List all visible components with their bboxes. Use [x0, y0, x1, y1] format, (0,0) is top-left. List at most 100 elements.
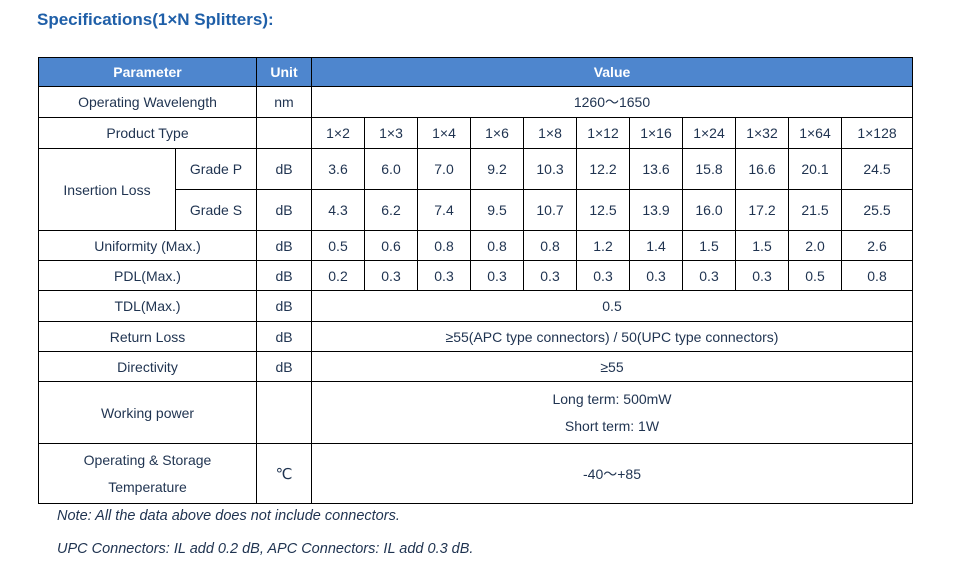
grade-s-cell: 4.3: [311, 189, 365, 231]
row-return-loss: Return Loss dB ≥55(APC type connectors) …: [38, 321, 913, 352]
product-type-cell: 1×64: [788, 117, 842, 149]
param-insertion-loss: Insertion Loss: [38, 148, 176, 231]
grade-p-cell: 3.6: [311, 148, 365, 190]
unit-tdl: dB: [256, 290, 312, 322]
pdl-cell: 0.3: [364, 260, 418, 291]
product-type-cell: 1×24: [682, 117, 736, 149]
product-type-cell: 1×128: [841, 117, 913, 149]
uniformity-cell: 1.4: [629, 230, 683, 261]
uniformity-cell: 0.8: [523, 230, 577, 261]
value-directivity: ≥55: [311, 351, 913, 382]
uniformity-cell: 1.5: [735, 230, 789, 261]
product-type-cell: 1×3: [364, 117, 418, 149]
grade-p-cell: 24.5: [841, 148, 913, 190]
param-directivity: Directivity: [38, 351, 257, 382]
value-temperature: -40～+85: [311, 443, 913, 504]
uniformity-cell: 1.5: [682, 230, 736, 261]
product-type-cell: 1×8: [523, 117, 577, 149]
pdl-cell: 0.3: [470, 260, 524, 291]
grade-p-cell: 6.0: [364, 148, 418, 190]
unit-grade-p: dB: [256, 148, 312, 190]
subparam-grade-s: Grade S: [175, 189, 257, 231]
grade-p-cell: 10.3: [523, 148, 577, 190]
row-tdl: TDL(Max.) dB 0.5: [38, 290, 913, 322]
grade-s-cell: 6.2: [364, 189, 418, 231]
row-operating-wavelength: Operating Wavelength nm 1260～1650: [38, 86, 913, 118]
param-uniformity: Uniformity (Max.): [38, 230, 257, 261]
grade-s-cell: 13.9: [629, 189, 683, 231]
uniformity-cell: 2.0: [788, 230, 842, 261]
row-product-type: Product Type 1×2 1×3 1×4 1×6 1×8 1×12 1×…: [38, 117, 913, 149]
product-type-cell: 1×6: [470, 117, 524, 149]
specifications-table: Parameter Unit Value Operating Wavelengt…: [38, 57, 913, 504]
temperature-label-line2: Temperature: [108, 478, 187, 495]
pdl-cell: 0.3: [417, 260, 471, 291]
grade-p-cell: 15.8: [682, 148, 736, 190]
product-type-cell: 1×4: [417, 117, 471, 149]
value-operating-wavelength: 1260～1650: [311, 86, 913, 118]
unit-directivity: dB: [256, 351, 312, 382]
grade-p-cell: 20.1: [788, 148, 842, 190]
grade-s-cell: 7.4: [417, 189, 471, 231]
value-tdl: 0.5: [311, 290, 913, 322]
temperature-label-line1: Operating & Storage: [83, 451, 212, 468]
param-operating-storage-temperature: Operating & Storage Temperature: [38, 443, 257, 504]
row-uniformity: Uniformity (Max.) dB 0.5 0.6 0.8 0.8 0.8…: [38, 230, 913, 261]
note-il-add: UPC Connectors: IL add 0.2 dB, APC Conne…: [57, 541, 474, 557]
pdl-cell: 0.3: [523, 260, 577, 291]
uniformity-cell: 1.2: [576, 230, 630, 261]
subparam-grade-p: Grade P: [175, 148, 257, 190]
grade-s-cell: 16.0: [682, 189, 736, 231]
unit-pdl: dB: [256, 260, 312, 291]
row-directivity: Directivity dB ≥55: [38, 351, 913, 382]
value-working-power: Long term: 500mW Short term: 1W: [311, 381, 913, 444]
row-operating-storage-temperature: Operating & Storage Temperature ℃ -40～+8…: [38, 443, 913, 504]
grade-p-cell: 7.0: [417, 148, 471, 190]
unit-operating-wavelength: nm: [256, 86, 312, 118]
param-tdl: TDL(Max.): [38, 290, 257, 322]
product-type-cell: 1×16: [629, 117, 683, 149]
row-insertion-loss-grade-p: Insertion Loss Grade P dB 3.6 6.0 7.0 9.…: [38, 148, 913, 231]
param-product-type: Product Type: [38, 117, 257, 149]
param-return-loss: Return Loss: [38, 321, 257, 352]
uniformity-cell: 0.5: [311, 230, 365, 261]
header-cell-unit: Unit: [256, 57, 312, 87]
pdl-cell: 0.3: [629, 260, 683, 291]
product-type-cell: 1×2: [311, 117, 365, 149]
uniformity-cell: 0.6: [364, 230, 418, 261]
pdl-cell: 0.3: [576, 260, 630, 291]
grade-p-cell: 9.2: [470, 148, 524, 190]
uniformity-cell: 2.6: [841, 230, 913, 261]
param-operating-wavelength: Operating Wavelength: [38, 86, 257, 118]
unit-temperature: ℃: [256, 443, 312, 504]
product-type-cell: 1×32: [735, 117, 789, 149]
pdl-cell: 0.3: [735, 260, 789, 291]
row-working-power: Working power Long term: 500mW Short ter…: [38, 381, 913, 444]
grade-p-cell: 12.2: [576, 148, 630, 190]
grade-s-cell: 9.5: [470, 189, 524, 231]
pdl-cell: 0.2: [311, 260, 365, 291]
grade-s-cell: 17.2: [735, 189, 789, 231]
unit-return-loss: dB: [256, 321, 312, 352]
row-pdl: PDL(Max.) dB 0.2 0.3 0.3 0.3 0.3 0.3 0.3…: [38, 260, 913, 291]
header-cell-value: Value: [311, 57, 913, 87]
working-power-long-term: Long term: 500mW: [552, 390, 672, 407]
param-working-power: Working power: [38, 381, 257, 444]
working-power-short-term: Short term: 1W: [564, 417, 660, 434]
pdl-cell: 0.3: [682, 260, 736, 291]
grade-s-cell: 10.7: [523, 189, 577, 231]
grade-p-cell: 16.6: [735, 148, 789, 190]
page-title: Specifications(1×N Splitters):: [37, 10, 274, 29]
pdl-cell: 0.5: [788, 260, 842, 291]
footnotes: Note: All the data above does not includ…: [57, 508, 473, 574]
pdl-cell: 0.8: [841, 260, 913, 291]
header-cell-parameter: Parameter: [38, 57, 257, 87]
unit-grade-s: dB: [256, 189, 312, 231]
note-connectors: Note: All the data above does not includ…: [57, 508, 400, 524]
row-insertion-loss-grade-s: Grade S dB 4.3 6.2 7.4 9.5 10.7 12.5 13.…: [39, 189, 913, 231]
grade-s-cell: 12.5: [576, 189, 630, 231]
unit-working-power: [256, 381, 312, 444]
uniformity-cell: 0.8: [417, 230, 471, 261]
grade-p-cell: 13.6: [629, 148, 683, 190]
